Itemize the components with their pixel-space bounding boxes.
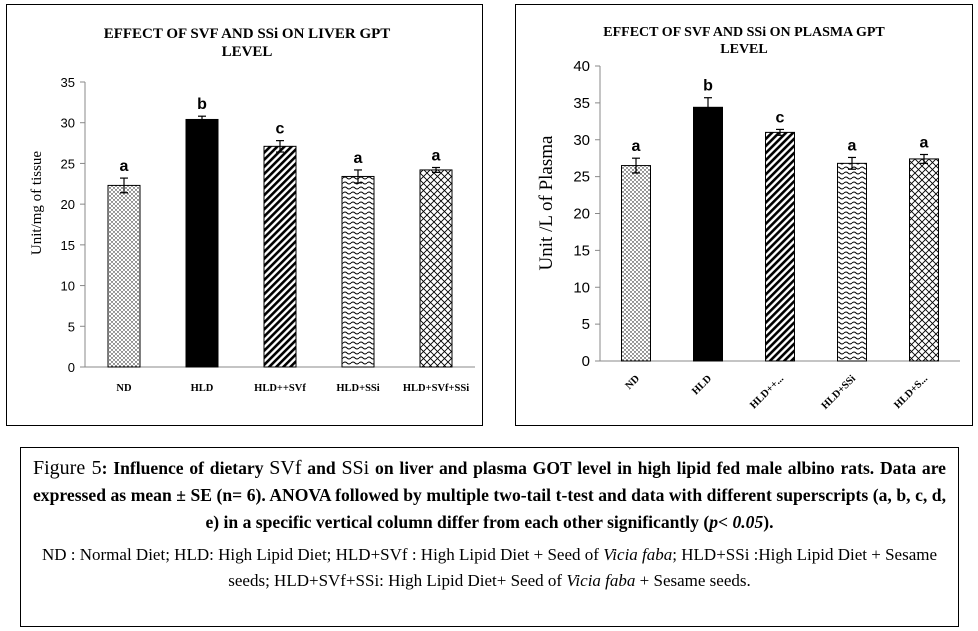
x-tick-label: HLD+SVf+SSi	[403, 383, 469, 394]
y-tick-label: 0	[68, 360, 75, 375]
y-tick-label: 10	[573, 279, 590, 296]
y-tick-label: 0	[582, 353, 590, 370]
significance-letter: b	[197, 96, 207, 113]
bar	[263, 145, 297, 368]
x-tick-label: ND	[624, 373, 643, 392]
figure-caption: Figure 5: Influence of dietary SVf and S…	[20, 447, 959, 627]
y-tick-label: 35	[61, 75, 75, 90]
y-axis-label: Unit/mg of tissue	[29, 151, 45, 256]
chart-title-line1: EFFECT OF SVF AND SSi ON PLASMA GPT	[603, 25, 885, 40]
plasma-gpt-chart-panel: EFFECT OF SVF AND SSi ON PLASMA GPT LEVE…	[515, 4, 973, 426]
x-tick-label: HLD	[690, 373, 714, 397]
figure-label: Figure 5	[33, 457, 102, 479]
y-tick-label: 25	[61, 156, 75, 171]
y-axis-label: Unit /L of Plasma	[536, 135, 557, 270]
significance-letter: a	[632, 138, 641, 155]
x-tick-label: HLD+SSi	[820, 373, 858, 411]
significance-letter: a	[920, 135, 929, 152]
y-tick-label: 25	[573, 169, 590, 186]
bar	[837, 162, 867, 362]
y-tick-label: 10	[61, 279, 75, 294]
bar	[909, 158, 939, 362]
y-tick-label: 35	[573, 95, 590, 112]
chart-title-line2: LEVEL	[222, 44, 273, 60]
liver-gpt-chart: EFFECT OF SVF AND SSi ON LIVER GPT LEVEL…	[29, 26, 475, 394]
y-tick-label: 5	[582, 316, 590, 333]
plasma-gpt-chart: EFFECT OF SVF AND SSi ON PLASMA GPT LEVE…	[536, 25, 960, 412]
bar	[185, 118, 219, 368]
significance-letter: a	[354, 150, 363, 167]
caption-abbreviations: ND : Normal Diet; HLD: High Lipid Diet; …	[41, 545, 938, 590]
y-tick-label: 20	[61, 197, 75, 212]
y-tick-label: 15	[61, 238, 75, 253]
liver-gpt-chart-panel: EFFECT OF SVF AND SSi ON LIVER GPT LEVEL…	[6, 4, 483, 426]
x-tick-label: HLD++...	[748, 373, 786, 411]
y-tick-label: 5	[68, 319, 75, 334]
x-tick-label: HLD++SVf	[254, 383, 306, 394]
x-tick-label: ND	[116, 383, 132, 394]
bar	[107, 184, 141, 368]
bar	[765, 131, 795, 362]
bar	[341, 175, 375, 368]
chart-title-line2: LEVEL	[720, 42, 767, 57]
y-tick-label: 20	[573, 206, 590, 223]
chart-title-line1: EFFECT OF SVF AND SSi ON LIVER GPT	[104, 26, 391, 42]
y-tick-label: 30	[573, 132, 590, 149]
x-tick-label: HLD	[191, 383, 214, 394]
significance-letter: c	[776, 109, 785, 126]
significance-letter: a	[432, 148, 441, 165]
bar	[419, 169, 453, 368]
significance-letter: b	[703, 78, 713, 95]
significance-letter: c	[276, 121, 285, 138]
y-tick-label: 15	[573, 242, 590, 259]
y-tick-label: 40	[573, 58, 590, 75]
caption-main: Figure 5: Influence of dietary SVf and S…	[33, 457, 946, 532]
x-tick-label: HLD+SSi	[336, 383, 379, 394]
significance-letter: a	[120, 158, 129, 175]
significance-letter: a	[848, 137, 857, 154]
x-tick-label: HLD+S...	[892, 373, 930, 411]
bar	[693, 106, 723, 362]
bar	[621, 165, 651, 362]
y-tick-label: 30	[61, 116, 75, 131]
